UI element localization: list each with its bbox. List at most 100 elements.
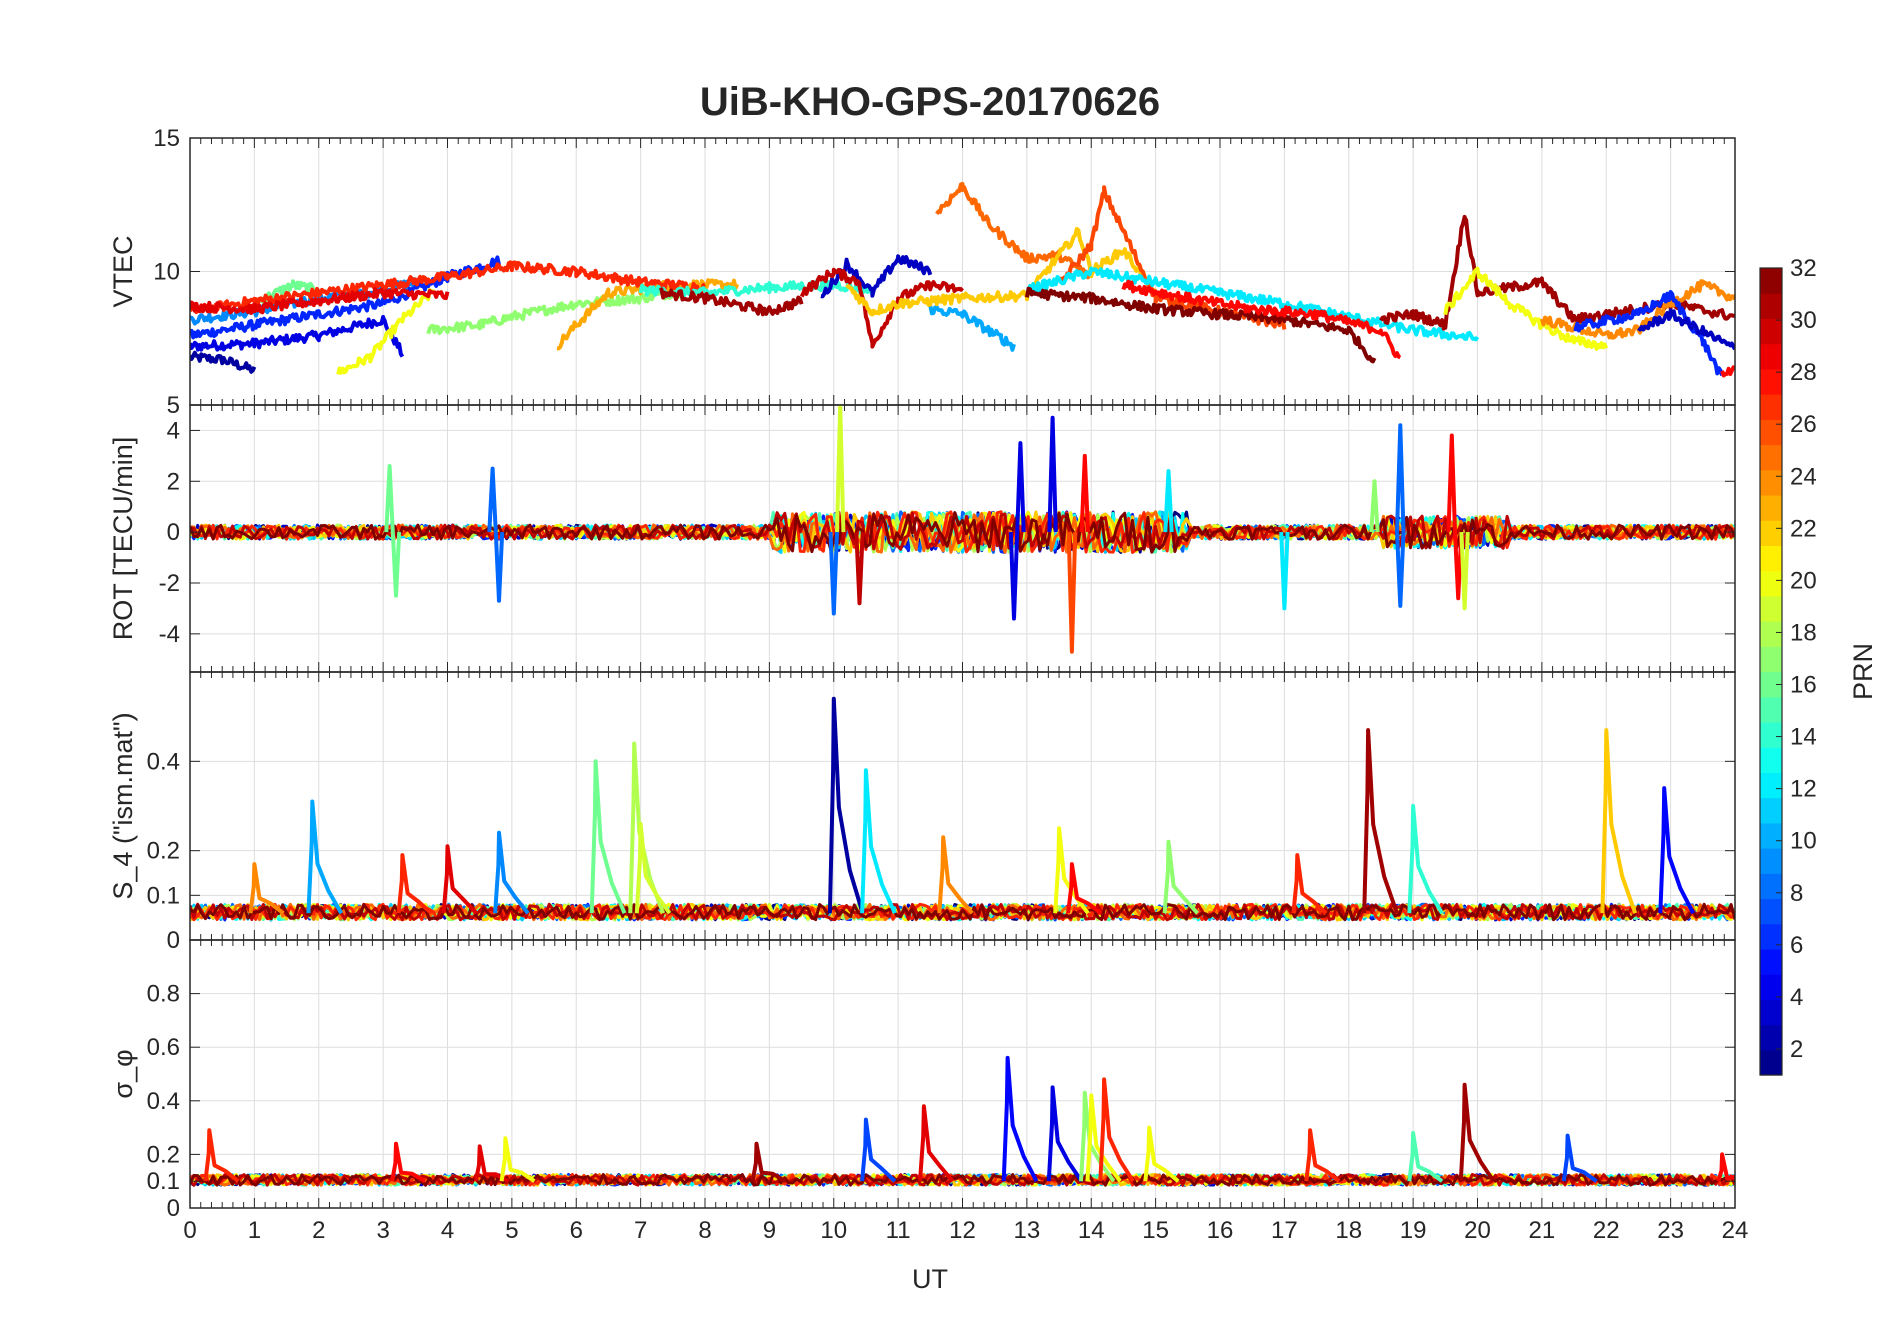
- x-tick-label: 7: [634, 1217, 647, 1244]
- colorbar-band: [1760, 721, 1782, 748]
- colorbar-tick-label: 6: [1790, 932, 1803, 959]
- peak-mark-prn16: [384, 464, 395, 533]
- peak-mark-prn27: [1098, 1077, 1135, 1183]
- peak-mark-prn28: [1066, 862, 1103, 915]
- y-tick-label: 0: [167, 927, 180, 954]
- peak-mark-prn24: [248, 862, 285, 915]
- x-tick-label: 14: [1078, 1217, 1105, 1244]
- y-tick-label: 10: [153, 259, 180, 286]
- sigma_phi-y-axis-label: σ_φ: [108, 1049, 138, 1098]
- colorbar-band: [1760, 797, 1782, 824]
- peak-mark-prn4: [1046, 1085, 1084, 1183]
- colorbar-tick-label: 12: [1790, 776, 1817, 803]
- peak-mark-prn4: [1015, 441, 1026, 533]
- series-line-prn2: [190, 350, 257, 374]
- x-tick-label: 18: [1335, 1217, 1362, 1244]
- y-tick-label: 0.1: [147, 1168, 180, 1195]
- peak-mark-prn28: [390, 1141, 427, 1183]
- y-tick-label: 0.2: [147, 1141, 180, 1168]
- y-tick-label: 2: [167, 468, 180, 495]
- series-line-prn4: [190, 315, 405, 358]
- colorbar-tick-label: 16: [1790, 672, 1817, 699]
- x-tick-label: 9: [763, 1217, 776, 1244]
- x-tick-label: 5: [505, 1217, 518, 1244]
- colorbar-tick-label: 14: [1790, 724, 1817, 751]
- x-tick-label: 4: [441, 1217, 454, 1244]
- peak-mark-prn20: [1143, 1125, 1180, 1183]
- colorbar-tick-label: 4: [1790, 984, 1803, 1011]
- y-tick-label: 0.2: [147, 838, 180, 865]
- colorbar-tick-label: 20: [1790, 567, 1817, 594]
- colorbar-band: [1760, 494, 1782, 521]
- series-line-prn29: [190, 287, 450, 315]
- x-tick-label: 16: [1207, 1217, 1234, 1244]
- colorbar-band: [1760, 999, 1782, 1026]
- colorbar-band: [1760, 469, 1782, 496]
- x-axis: 0 1 2 3 4 5 6 7 8 9 10 11 12 13 14 15 16 17 18 19 20 21 22 23 24: [183, 1217, 1748, 1244]
- colorbar-band: [1760, 343, 1782, 370]
- s4-x-ticks: [189, 672, 1736, 940]
- series-line-prn32: [1024, 286, 1377, 364]
- colorbar-tick-label: 28: [1790, 359, 1817, 386]
- x-tick-label: 13: [1014, 1217, 1041, 1244]
- peak-mark-prn16: [589, 759, 627, 914]
- peak-mark-prn29: [918, 1104, 955, 1183]
- colorbar-band: [1760, 368, 1782, 395]
- x-tick-label: 19: [1400, 1217, 1427, 1244]
- colorbar-tick-label: 22: [1790, 515, 1817, 542]
- peak-mark-prn17: [1079, 1090, 1116, 1183]
- peak-mark-prn30: [854, 532, 865, 606]
- rot-y-axis: -4 -2 0 2 4: [159, 417, 1735, 648]
- colorbar-band: [1760, 520, 1782, 547]
- x-tick-label: 20: [1464, 1217, 1491, 1244]
- series-line-prn28: [1720, 365, 1735, 378]
- series-line-prn10: [928, 305, 1016, 352]
- peak-mark-prn8: [493, 532, 505, 603]
- series-line-prn20: [1443, 266, 1609, 351]
- baseline-noise-prn30: [190, 510, 1735, 554]
- y-tick-label: 0.1: [147, 882, 180, 909]
- series-line-prn12: [1026, 266, 1480, 342]
- colorbar-band: [1760, 394, 1782, 420]
- rot-y-axis-label: ROT [TECU/min]: [108, 437, 138, 641]
- colorbar-tick-label: 26: [1790, 411, 1817, 438]
- peak-mark-prn2: [827, 696, 865, 914]
- peak-mark-prn27: [1304, 1128, 1341, 1183]
- colorbar-band: [1760, 898, 1782, 925]
- colorbar-band: [1760, 545, 1782, 572]
- rot-plot: [190, 405, 1735, 654]
- y-tick-label: 0: [167, 1195, 180, 1222]
- y-tick-label: 0: [167, 519, 180, 546]
- x-tick-label: 3: [376, 1217, 389, 1244]
- colorbar-band: [1760, 621, 1782, 647]
- y-tick-label: 0.4: [147, 1088, 180, 1115]
- peak-mark-prn10: [306, 799, 344, 915]
- peak-mark-prn19: [1459, 532, 1470, 611]
- colorbar-band: [1760, 318, 1782, 345]
- peak-mark-prn14: [1407, 804, 1444, 915]
- x-tick-label: 11: [886, 1217, 911, 1244]
- colorbar-band: [1760, 747, 1782, 773]
- peak-mark-prn16: [390, 531, 402, 598]
- chart-title: UiB-KHO-GPS-20170626: [700, 80, 1160, 124]
- colorbar-band: [1760, 772, 1782, 799]
- peak-mark-prn28: [1079, 453, 1090, 533]
- colorbar-tick-label: 32: [1790, 255, 1817, 282]
- colorbar-tick-label: 10: [1790, 828, 1817, 855]
- peak-mark-prn7: [1561, 1133, 1598, 1183]
- colorbar-tick-label: 24: [1790, 463, 1817, 490]
- x-tick-label: 24: [1722, 1217, 1749, 1244]
- baseline-noise-prn32: [190, 1173, 1735, 1187]
- vtec-x-ticks: [189, 138, 1736, 405]
- peak-mark-prn9: [493, 830, 530, 915]
- s4-y-axis-label: S_4 ("ism.mat"): [108, 712, 138, 899]
- y-tick-label: 15: [153, 125, 180, 152]
- x-tick-label: 12: [949, 1217, 976, 1244]
- peak-mark-prn29: [473, 1144, 510, 1183]
- x-tick-label: 0: [183, 1217, 196, 1244]
- y-tick-label: 0.6: [147, 1034, 180, 1061]
- peak-mark-prn27: [396, 853, 433, 915]
- y-tick-label: 5: [167, 392, 180, 419]
